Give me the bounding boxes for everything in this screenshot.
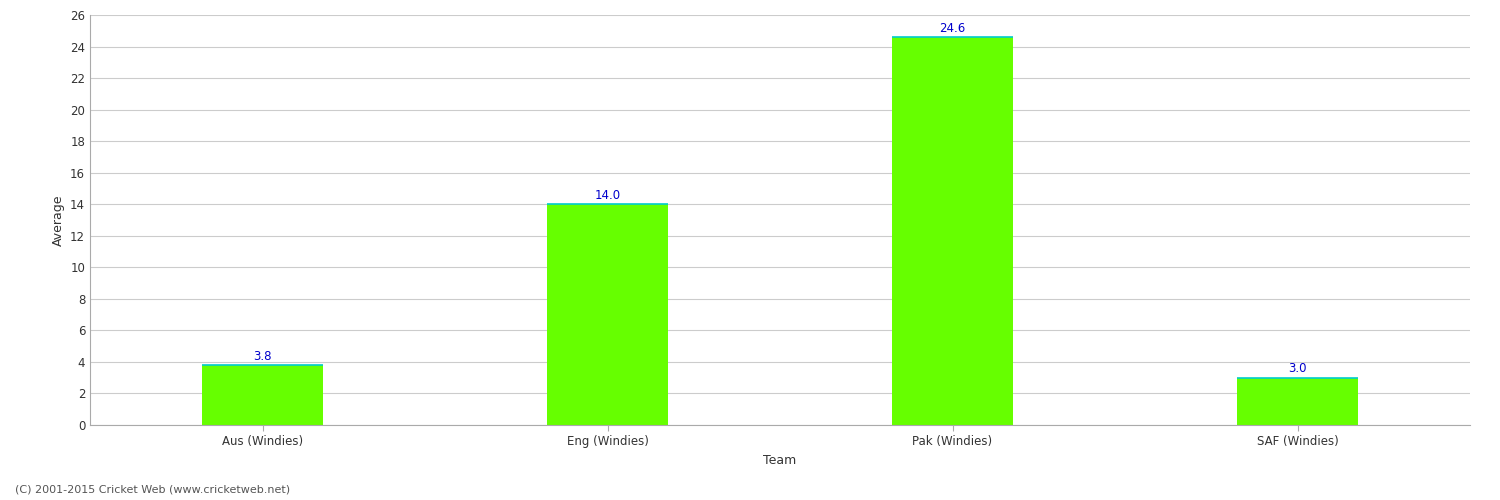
Text: 14.0: 14.0 [594, 189, 621, 202]
Text: (C) 2001-2015 Cricket Web (www.cricketweb.net): (C) 2001-2015 Cricket Web (www.cricketwe… [15, 485, 290, 495]
Bar [1238, 378, 1358, 425]
Text: 3.0: 3.0 [1288, 362, 1306, 376]
Bar [202, 365, 322, 425]
X-axis label: Team: Team [764, 454, 796, 467]
Bar [548, 204, 668, 425]
Text: 24.6: 24.6 [939, 22, 966, 35]
Bar [892, 37, 1013, 425]
Y-axis label: Average: Average [51, 194, 64, 246]
Text: 3.8: 3.8 [254, 350, 272, 362]
